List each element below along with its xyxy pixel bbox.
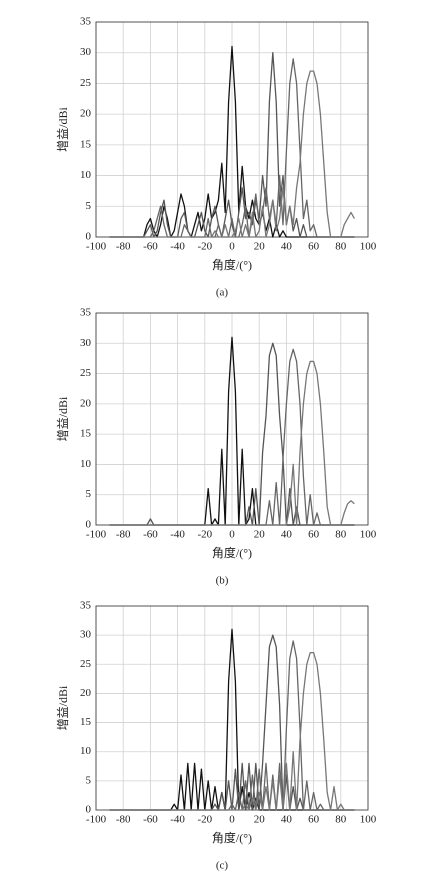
y-tick-label: 0 [86, 231, 92, 243]
y-tick-label: 15 [80, 428, 92, 440]
series-line [109, 360, 355, 526]
y-tick-label: 35 [80, 16, 92, 28]
x-tick-label: 80 [335, 241, 347, 253]
x-tick-label: -40 [170, 529, 185, 541]
x-tick-label: -80 [116, 814, 131, 826]
y-tick-label: 15 [80, 716, 92, 728]
caption: (a) [216, 287, 229, 299]
y-tick-label: 0 [86, 804, 92, 816]
x-axis-label: 角度/(°) [212, 545, 252, 560]
series-line [109, 651, 355, 811]
y-tick-label: 10 [80, 458, 92, 470]
y-tick-label: 5 [86, 774, 92, 786]
x-tick-label: 100 [360, 529, 377, 541]
y-tick-label: 25 [80, 367, 92, 379]
y-tick-label: 20 [80, 108, 92, 120]
y-tick-label: 35 [80, 600, 92, 612]
y-axis-label: 增益/dBi [56, 685, 70, 730]
y-tick-label: 25 [80, 77, 92, 89]
x-tick-label: 0 [229, 529, 235, 541]
x-tick-label: -20 [197, 529, 212, 541]
y-tick-label: 25 [80, 658, 92, 670]
x-tick-label: 60 [308, 814, 320, 826]
y-tick-label: 30 [80, 46, 92, 58]
x-tick-label: -100 [86, 814, 107, 826]
x-tick-label: 80 [335, 814, 347, 826]
x-axis-label: 角度/(°) [212, 257, 252, 272]
x-tick-label: -100 [86, 241, 107, 253]
y-tick-label: 15 [80, 138, 92, 150]
y-axis-label: 增益/dBi [56, 107, 70, 152]
y-tick-label: 5 [86, 200, 92, 212]
x-tick-label: 100 [360, 241, 377, 253]
x-tick-label: 20 [254, 529, 266, 541]
x-tick-label: -80 [116, 241, 131, 253]
x-tick-label: 40 [281, 814, 293, 826]
x-axis-label: 角度/(°) [212, 830, 252, 845]
y-axis-label: 增益/dBi [56, 396, 70, 441]
x-tick-label: 100 [360, 814, 377, 826]
x-tick-label: -20 [197, 814, 212, 826]
x-tick-label: -60 [143, 241, 158, 253]
x-tick-label: 20 [254, 814, 266, 826]
x-tick-label: 40 [281, 529, 293, 541]
x-tick-label: 60 [308, 529, 320, 541]
x-tick-label: -40 [170, 241, 185, 253]
x-tick-label: 0 [229, 814, 235, 826]
y-tick-label: 10 [80, 745, 92, 757]
y-tick-label: 20 [80, 397, 92, 409]
x-tick-label: -80 [116, 529, 131, 541]
y-tick-label: 10 [80, 169, 92, 181]
x-tick-label: -60 [143, 529, 158, 541]
y-tick-label: 35 [80, 307, 92, 319]
x-tick-label: 80 [335, 529, 347, 541]
y-tick-label: 20 [80, 687, 92, 699]
x-tick-label: -40 [170, 814, 185, 826]
x-tick-label: 20 [254, 241, 266, 253]
y-tick-label: 0 [86, 519, 92, 531]
caption: (c) [216, 860, 229, 872]
x-tick-label: -20 [197, 241, 212, 253]
y-tick-label: 5 [86, 488, 92, 500]
series-line [109, 52, 355, 238]
x-tick-label: -100 [86, 529, 107, 541]
y-tick-label: 30 [80, 337, 92, 349]
x-tick-label: -60 [143, 814, 158, 826]
y-tick-label: 30 [80, 629, 92, 641]
caption: (b) [216, 575, 229, 587]
x-tick-label: 0 [229, 241, 235, 253]
series-line [109, 70, 355, 238]
x-tick-label: 40 [281, 241, 293, 253]
x-tick-label: 60 [308, 241, 320, 253]
